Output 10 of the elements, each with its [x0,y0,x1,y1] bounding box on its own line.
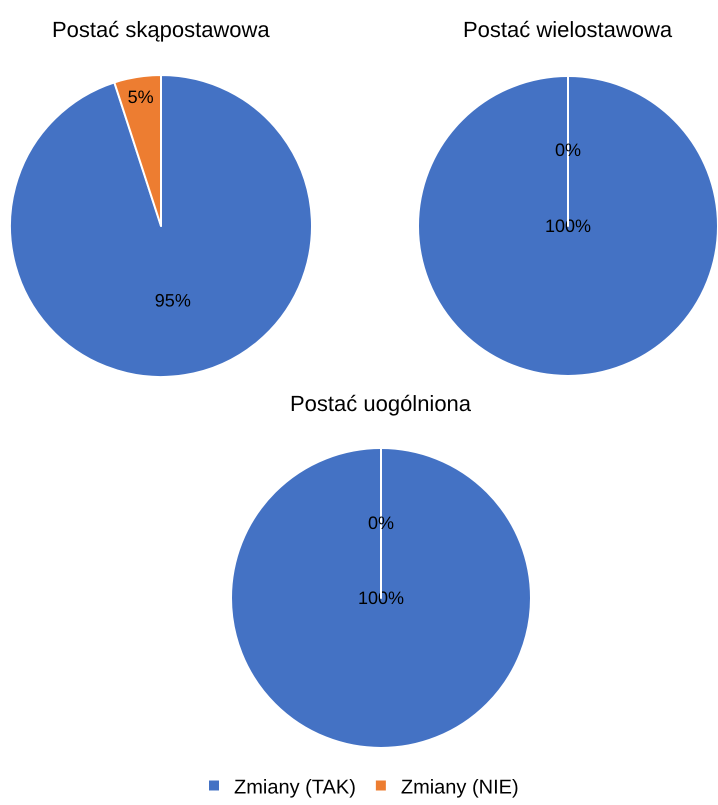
chart-title: Postać uogólniona [290,391,472,416]
pie-slice [9,74,313,378]
data-label: 100% [544,216,592,236]
data-label: 5% [128,87,154,108]
data-label: 95% [154,290,191,311]
chart-title: Postać skąpostawowa [52,17,270,42]
chart-title: Postać wielostawowa [463,17,673,42]
legend-label: Zmiany (TAK) [234,776,356,798]
legend-label: Zmiany (NIE) [400,776,519,798]
data-label: 100% [358,588,404,608]
